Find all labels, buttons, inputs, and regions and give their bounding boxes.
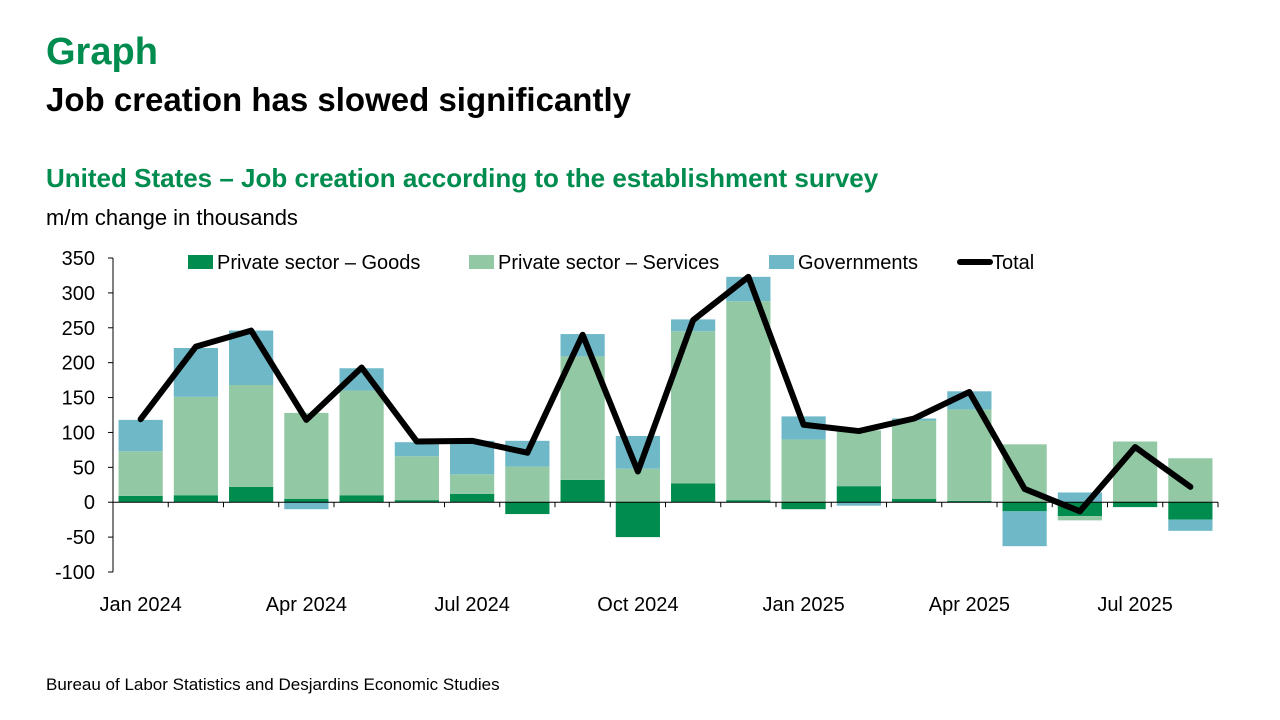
bar-segment <box>781 416 826 440</box>
bar-segment <box>726 500 771 503</box>
bar-segment <box>118 495 163 503</box>
bar-segment <box>836 430 881 487</box>
bar-segment <box>450 474 495 494</box>
legend-swatch <box>469 255 494 269</box>
y-tick-label: 50 <box>73 457 95 479</box>
bar-segment <box>118 451 163 496</box>
legend-swatch <box>769 255 794 269</box>
bar-segment <box>1057 516 1102 521</box>
bar-segment <box>1057 492 1102 503</box>
legend-label: Total <box>992 252 1034 274</box>
x-tick-label: Jan 2024 <box>99 594 181 616</box>
bar-segment <box>284 502 329 510</box>
bar-segment <box>1113 502 1158 508</box>
bar-segment <box>505 466 550 503</box>
bar-segment <box>394 442 439 457</box>
legend-label: Private sector – Services <box>498 252 719 274</box>
bar-segment <box>947 500 992 503</box>
bar-segment <box>394 456 439 501</box>
y-tick-label: 350 <box>62 248 95 270</box>
bar-segment <box>339 495 384 503</box>
y-tick-label: 300 <box>62 283 95 305</box>
x-tick-label: Oct 2024 <box>597 594 678 616</box>
bar-segment <box>450 493 495 503</box>
bar-segment <box>118 419 163 452</box>
y-tick-label: 100 <box>62 422 95 444</box>
bar-segment <box>560 334 605 357</box>
bar-segment <box>836 486 881 503</box>
legend-label: Private sector – Goods <box>217 252 420 274</box>
x-tick-label: Apr 2025 <box>929 594 1010 616</box>
y-tick-label: 150 <box>62 388 95 410</box>
bar-segment <box>284 412 329 499</box>
bar-segment <box>1168 519 1213 531</box>
page-title: Job creation has slowed significantly <box>46 81 631 118</box>
bar-segment <box>173 396 218 496</box>
y-tick-label: 250 <box>62 318 95 340</box>
y-tick-label: -100 <box>55 562 95 584</box>
x-tick-label: Apr 2024 <box>266 594 347 616</box>
total-series-line <box>137 273 1194 515</box>
bar-segment <box>173 348 218 397</box>
bar-segment <box>781 502 826 510</box>
source-note: Bureau of Labor Statistics and Desjardin… <box>46 675 500 694</box>
bar-segment <box>560 479 605 503</box>
x-tick-label: Jul 2024 <box>434 594 510 616</box>
bar-segment <box>284 498 329 503</box>
bar-segment <box>505 502 550 515</box>
header: Graph Job creation has slowed significan… <box>46 30 631 120</box>
bar-segment <box>1168 458 1213 503</box>
y-tick-label: 0 <box>84 492 95 514</box>
bar-segment <box>726 301 771 501</box>
legend-swatch <box>188 255 213 269</box>
bar-segment <box>1002 502 1047 512</box>
x-tick-label: Jan 2025 <box>762 594 844 616</box>
bar-segment <box>947 409 992 501</box>
bar-segment <box>892 420 937 499</box>
bar-segment <box>671 483 716 503</box>
bar-segment <box>781 439 826 503</box>
bar-segment <box>339 390 384 496</box>
page-kicker: Graph <box>46 31 158 73</box>
stacked-bar-line-chart: -100 -50 0 50 100 150 200 250 300 350 Jan 2024 Apr … <box>55 248 1219 616</box>
y-axis-unit-label: m/m change in thousands <box>46 205 298 230</box>
bar-segment <box>229 385 274 487</box>
bar-segment <box>615 502 660 538</box>
x-tick-label: Jul 2025 <box>1097 594 1173 616</box>
bar-segment <box>836 502 881 506</box>
chart-title: United States – Job creation according t… <box>46 163 879 193</box>
bar-segment <box>394 500 439 503</box>
bar-segment <box>229 486 274 503</box>
bar-segment <box>892 498 937 503</box>
legend-label: Governments <box>798 252 918 274</box>
y-tick-label: 200 <box>62 353 95 375</box>
y-tick-label: -50 <box>66 527 95 549</box>
bar-segment <box>1168 502 1213 520</box>
bar-segment <box>1002 511 1047 547</box>
bar-segment <box>173 495 218 503</box>
